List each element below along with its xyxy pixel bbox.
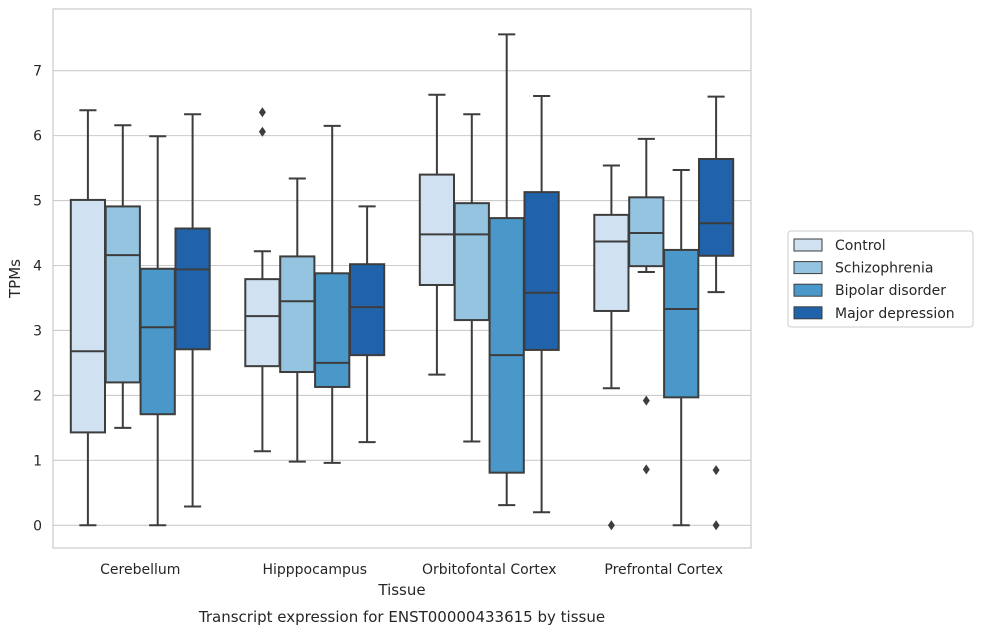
box <box>453 202 490 322</box>
legend: Control Schizophrenia Bipolar disorder Majo… <box>787 230 974 328</box>
box-group <box>628 137 665 475</box>
legend-swatch <box>793 283 823 297</box>
y-tick-label: 5 <box>33 194 42 210</box>
box <box>488 217 525 474</box>
box <box>139 267 176 416</box>
x-tick-label: Cerebellum <box>100 562 180 578</box>
y-tick-labels: 0 1 2 3 4 5 6 7 <box>33 64 42 535</box>
box <box>69 198 107 434</box>
box <box>697 158 735 257</box>
box-group <box>314 124 351 464</box>
box <box>523 191 560 351</box>
box-group <box>663 169 700 527</box>
box <box>593 213 630 312</box>
outlier-point <box>642 464 650 475</box>
outlier-point <box>258 126 266 137</box>
y-axis-label: TPMs <box>6 259 24 299</box>
x-axis-label: Tissue <box>377 581 425 599</box>
y-tick-label: 4 <box>33 259 42 275</box>
x-tick-label: Prefrontal Cortex <box>604 562 723 578</box>
box-groups <box>69 33 735 531</box>
legend-frame <box>787 230 974 328</box>
x-tick-labels: Cerebellum Hipppocampus Orbitofontal Corte… <box>100 562 723 578</box>
legend-swatch <box>793 306 823 320</box>
box <box>628 196 665 268</box>
outlier-point <box>258 107 266 118</box>
box <box>314 272 351 388</box>
box-group <box>523 95 560 514</box>
legend-label: Major depression <box>835 306 955 322</box>
box <box>174 227 211 351</box>
x-tick-label: Orbitofontal Cortex <box>422 562 557 578</box>
box-group <box>418 93 456 376</box>
outlier-point <box>607 520 615 531</box>
chart-title: Transcript expression for ENST0000043361… <box>198 608 605 626</box>
legend-label: Schizophrenia <box>835 261 933 277</box>
box-group <box>348 205 386 444</box>
y-tick-label: 7 <box>33 64 42 80</box>
y-tick-label: 1 <box>33 453 42 469</box>
box-group <box>69 109 107 527</box>
box <box>663 248 700 399</box>
outlier-point <box>712 520 720 531</box>
legend-item: Schizophrenia <box>793 261 933 277</box>
box-group <box>697 95 735 531</box>
legend-label: Bipolar disorder <box>835 283 946 299</box>
box <box>244 278 281 368</box>
box-group <box>244 107 281 453</box>
legend-swatch <box>793 261 823 275</box>
box <box>348 263 386 357</box>
box-group <box>174 113 211 508</box>
box-group <box>139 135 176 527</box>
y-tick-label: 6 <box>33 129 42 145</box>
x-tick-label: Hipppocampus <box>262 562 367 578</box>
legend-label: Control <box>835 238 886 254</box>
legend-swatch <box>793 238 823 252</box>
box <box>279 255 316 374</box>
box-group <box>593 164 630 531</box>
plot-frame <box>52 8 752 549</box>
y-tick-label: 0 <box>33 518 42 534</box>
y-tick-label: 2 <box>33 388 42 404</box>
outlier-point <box>712 465 720 476</box>
box <box>104 205 141 384</box>
y-tick-label: 3 <box>33 323 42 339</box>
outlier-point <box>642 395 650 406</box>
legend-item: Major depression <box>793 306 955 322</box>
box <box>418 173 456 286</box>
box-group <box>488 33 525 507</box>
legend-item: Bipolar disorder <box>793 283 946 299</box>
legend-item: Control <box>793 238 886 254</box>
box-group <box>279 177 316 463</box>
box-group <box>104 124 141 429</box>
box-group <box>453 113 490 443</box>
